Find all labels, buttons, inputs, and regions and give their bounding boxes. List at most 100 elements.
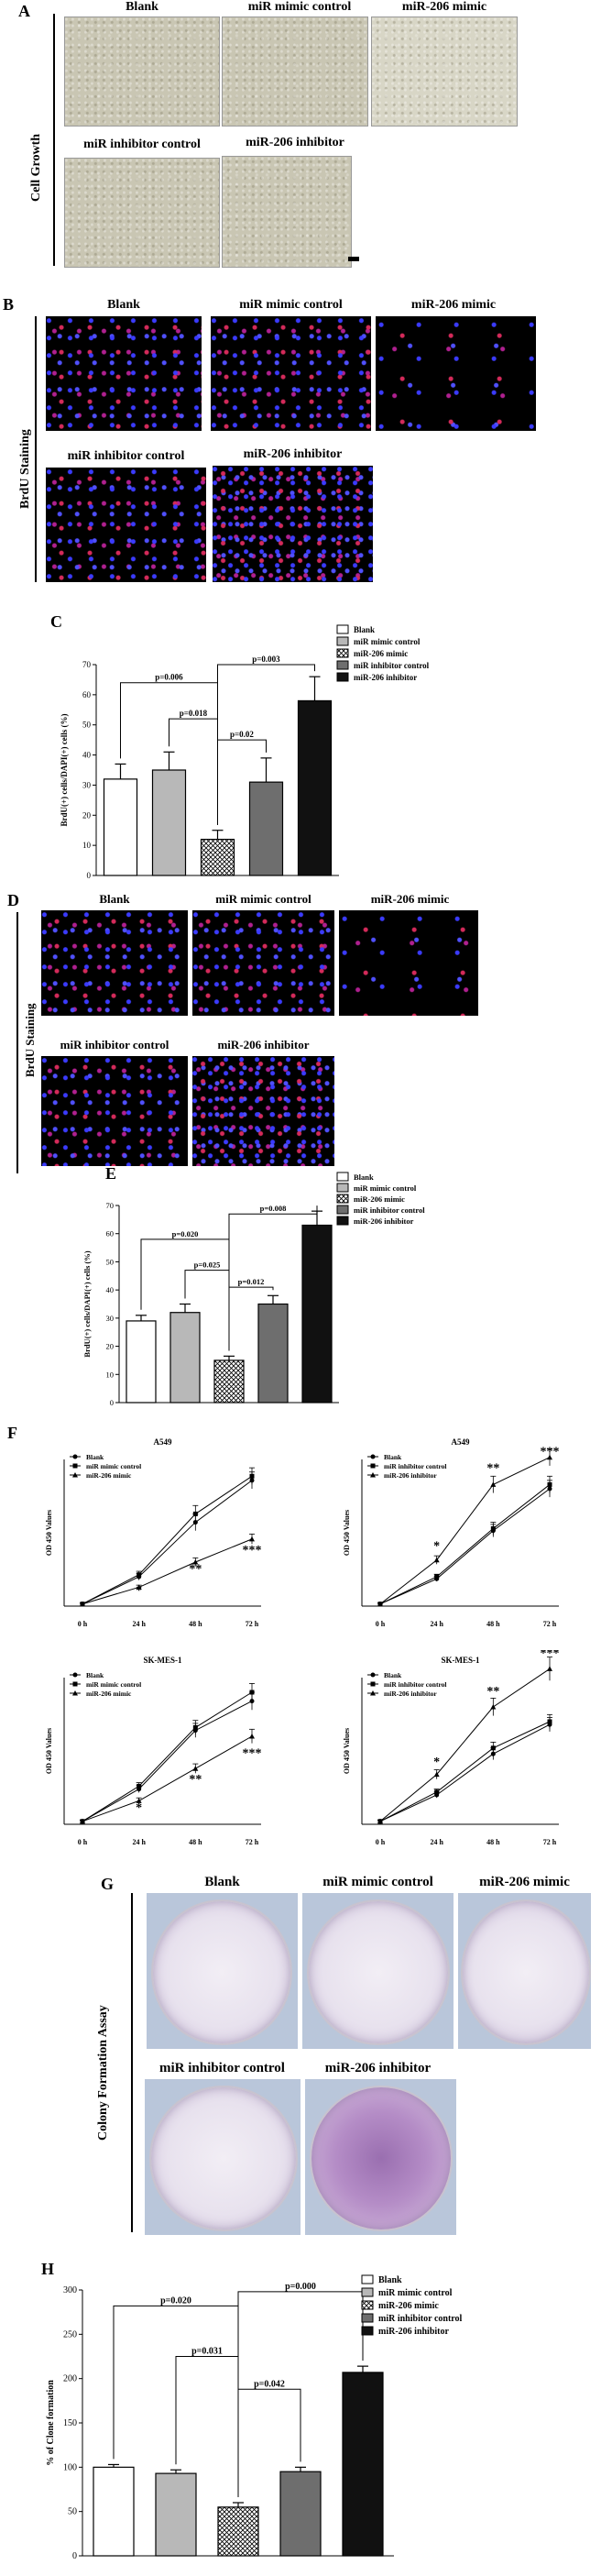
panel-a-scale-bar [348,257,359,261]
data-point [370,1681,376,1687]
panel-d-image-inhibitor-control [41,1056,188,1166]
legend-swatch [336,1205,349,1215]
panel-a-side-label: Cell Growth [29,133,43,202]
panel-a-label-mimic-control: miR mimic control [247,0,352,14]
panel-b-label-206-inhibitor: miR-206 inhibitor [243,447,343,461]
data-point [490,1481,497,1487]
data-point [72,1454,78,1459]
y-tick-label: 40 [82,751,92,760]
data-point [547,1666,552,1671]
legend-entry: Blank [378,2275,402,2285]
data-point [249,1473,255,1479]
y-tick-label: 50 [106,1257,115,1266]
series-line [379,1721,551,1822]
y-axis-label: OD 450 Values [45,1510,53,1556]
bar [155,2472,197,2557]
y-tick-label: 0 [72,2551,77,2561]
panel-d-label-206-inhibitor: miR-206 inhibitor [217,1038,310,1051]
series-line [379,1668,551,1822]
panel-d-label-blank: Blank [99,892,130,906]
panel-g-dish-206-mimic [461,1899,591,2045]
data-point [192,1724,198,1730]
chart-c: 0 10 20 30 40 50 60 70 BrdU(+) cells/DAPI(+) cel… [60,624,430,880]
x-tick-label: 48 h [486,1838,500,1846]
data-point [377,1601,383,1607]
x-tick-label: 72 h [543,1838,557,1846]
legend-swatch [361,2300,374,2310]
bar [257,1303,289,1404]
x-tick-label: 48 h [189,1838,202,1846]
significance-bracket [228,1286,274,1351]
legend-entry: miR inhibitor control [354,1205,425,1215]
data-point [80,1601,85,1607]
data-point [192,1511,198,1516]
data-point [370,1454,376,1459]
data-point [249,1690,255,1695]
series-line [379,1457,551,1605]
panel-g-side-label: Colony Formation Assay [96,2005,110,2141]
legend-entry: miR-206 inhibitor [354,1216,414,1226]
y-axis-label: OD 450 Values [343,1510,351,1556]
series-line [379,1488,551,1605]
y-tick-label: 300 [63,2285,77,2295]
legend-entry: miR-206 mimic [354,649,408,658]
panel-a-image-206-inhibitor [222,156,352,268]
legend-entry: miR mimic control [86,1462,141,1470]
p-value-label: p=0.042 [254,2379,285,2389]
panel-g-dish-mimic-control [307,1899,450,2045]
panel-b-label-206-mimic: miR-206 mimic [410,298,497,312]
data-point [433,1771,440,1778]
significance-bracket [228,1205,318,1351]
data-point [137,1572,142,1578]
significance-star: *** [541,1650,560,1661]
panel-g-dish-blank [151,1899,292,2045]
legend-entry: miR-206 inhibitor [384,1690,437,1698]
legend-entry: Blank [354,625,375,634]
x-tick-label: 72 h [543,1620,557,1628]
data-point [72,1463,78,1469]
x-tick-label: 0 h [376,1620,386,1628]
data-point [433,1557,440,1563]
y-tick-label: 100 [63,2462,77,2472]
chart-f-skmes1-inhibitor: SK-MES-1 OD 450 Values 0 h 24 h 48 h 72 h Blan… [343,1650,560,1846]
legend-entry: miR mimic control [354,1183,417,1193]
y-tick-label: 0 [87,871,92,880]
x-tick-label: 24 h [132,1838,146,1846]
legend-swatch [336,636,349,646]
data-point [72,1672,78,1678]
data-point [377,1818,383,1824]
data-point [434,1574,440,1580]
data-point [137,1783,142,1789]
panel-b-image-blank [46,316,202,431]
p-value-label: p=0.012 [238,1277,265,1286]
panel-b-side-label: BrdU Staining [18,429,32,509]
panel-g-letter: G [101,1875,115,1893]
legend-swatch [336,1172,349,1182]
series-line [379,1484,551,1605]
panel-d-image-mimic-control [192,910,334,1016]
x-tick-label: 48 h [486,1620,500,1628]
x-tick-label: 24 h [430,1838,443,1846]
panel-d-side-label: BrdU Staining [23,1003,37,1077]
panel-d-image-206-inhibitor [192,1056,334,1166]
p-value-label: p=0.000 [285,2282,316,2292]
panel-b-image-inhibitor-control [46,468,206,582]
chart-title: SK-MES-1 [143,1656,182,1665]
legend-swatch [361,2326,374,2336]
panel-g-dish-206-inhibitor [310,2086,453,2231]
panel-g-label-206-mimic: miR-206 mimic [479,1875,570,1889]
significance-star: ** [486,1685,499,1699]
series-line [82,1735,253,1822]
panel-d-image-206-mimic [339,910,478,1016]
significance-star: ** [189,1562,202,1576]
x-tick-label: 24 h [132,1620,146,1628]
p-value-label: p=0.02 [230,730,254,739]
bar [151,769,187,876]
panel-a-image-206-mimic [371,17,518,127]
significance-bracket [237,2388,301,2497]
data-point [490,1704,497,1710]
legend-entry: miR inhibitor control [378,2314,463,2324]
bar [279,2471,322,2557]
significance-star: * [136,1801,142,1815]
data-point [80,1818,85,1824]
